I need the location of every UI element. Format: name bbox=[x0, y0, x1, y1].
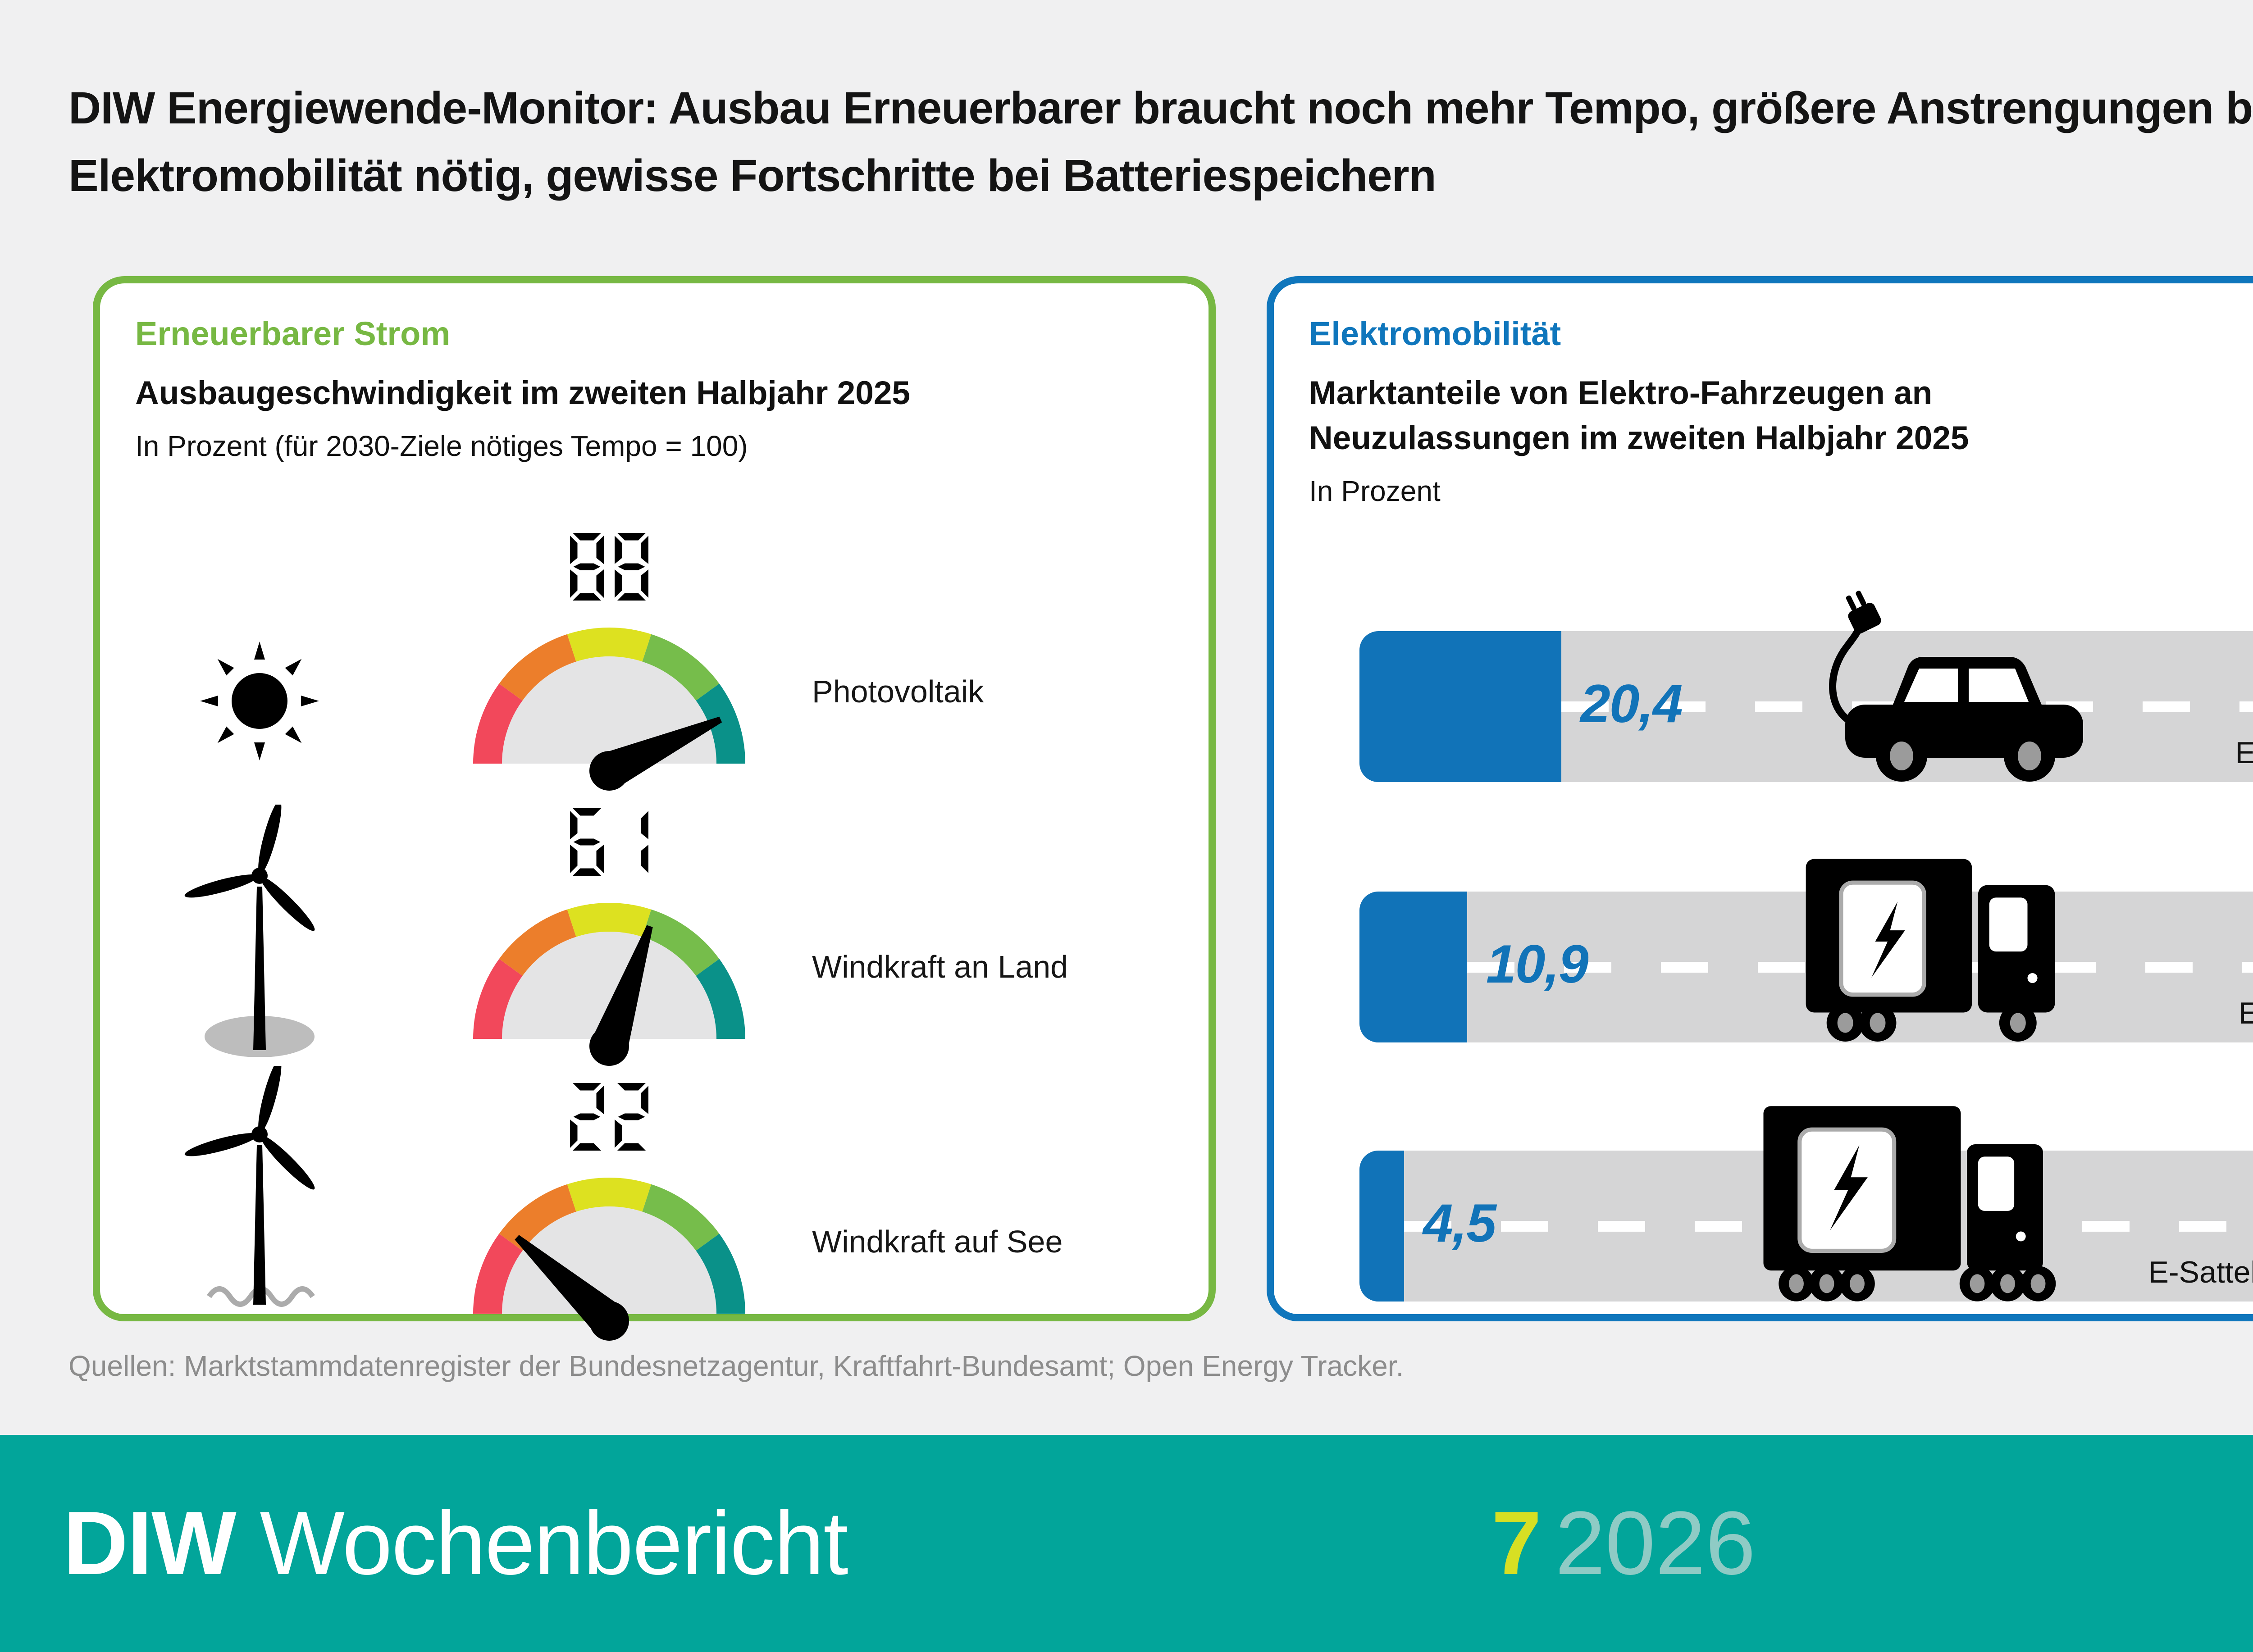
share-value: 10,9 bbox=[1486, 934, 1589, 994]
page-title-line1: DIW Energiewende-Monitor: Ausbau Erneuer… bbox=[68, 83, 2253, 133]
share-label: E-Sattelzüge bbox=[2148, 1255, 2253, 1289]
panel-renewables-unit: In Prozent (für 2030-Ziele nötiges Tempo… bbox=[135, 430, 748, 462]
market-share-bar-chart: 20,4 E-Pkw 10,9 E-Lkw 4,5 bbox=[1274, 283, 2253, 1314]
market-share-row: 20,4 E-Pkw bbox=[1359, 591, 2253, 782]
gauge-label: Windkraft auf See bbox=[812, 1224, 1063, 1259]
page-title: DIW Energiewende-Monitor: Ausbau Erneuer… bbox=[68, 74, 2253, 209]
share-bar bbox=[1359, 1151, 1404, 1302]
panel-renewables: Erneuerbarer Strom Ausbaugeschwindigkeit… bbox=[93, 276, 1216, 1341]
e-semi-truck-icon bbox=[1763, 1106, 2056, 1302]
issue-year: 2026 bbox=[1555, 1493, 1756, 1593]
panel-emobility-unit: In Prozent bbox=[1309, 475, 1441, 507]
share-label: E-Pkw bbox=[2235, 736, 2253, 770]
gauge-dial bbox=[473, 1083, 745, 1341]
page-title-line2: Elektromobilität nötig, gewisse Fortschr… bbox=[68, 150, 1437, 201]
sources-note: Quellen: Marktstammdatenregister der Bun… bbox=[68, 1350, 1404, 1382]
publication-name: DIW Wochenbericht bbox=[63, 1435, 848, 1652]
market-share-row: 10,9 E-Lkw bbox=[1359, 859, 2253, 1042]
e-truck-icon bbox=[1806, 859, 2055, 1042]
panel-renewables-title: Erneuerbarer Strom bbox=[135, 315, 451, 352]
sun-icon bbox=[200, 642, 319, 760]
market-share-row: 4,5 E-Sattelzüge bbox=[1359, 1106, 2253, 1302]
brand-wochenbericht: Wochenbericht bbox=[260, 1493, 848, 1593]
share-label: E-Lkw bbox=[2239, 996, 2253, 1030]
issue-number: 7 bbox=[1491, 1493, 1542, 1593]
share-bar bbox=[1359, 631, 1561, 782]
wind-turbine-onshore-icon bbox=[184, 805, 315, 1057]
gauge-chart: Photovoltaik Windkraft an Land Windkraft… bbox=[100, 283, 1209, 1341]
wind-turbine-offshore-icon bbox=[184, 1066, 315, 1307]
share-bar bbox=[1359, 892, 1467, 1042]
panel-emobility-subtitle: Marktanteile von Elektro-Fahrzeugen an N… bbox=[1309, 375, 1969, 456]
gauge-dial bbox=[473, 808, 745, 1066]
gauge-label: Windkraft an Land bbox=[812, 949, 1068, 984]
brand-diw: DIW bbox=[63, 1493, 237, 1593]
panel-emobility-header: Elektromobilität Marktanteile von Elektr… bbox=[1274, 283, 2253, 510]
share-value: 4,5 bbox=[1423, 1193, 1496, 1253]
panel-renewables-subtitle: Ausbaugeschwindigkeit im zweiten Halbjah… bbox=[135, 375, 911, 411]
panel-emobility: Elektromobilität Marktanteile von Elektr… bbox=[1267, 276, 2253, 1321]
gauge-dial bbox=[473, 533, 745, 791]
panel-emobility-title: Elektromobilität bbox=[1309, 315, 1561, 352]
gauge-label: Photovoltaik bbox=[812, 674, 984, 709]
share-value: 20,4 bbox=[1580, 674, 1683, 734]
e-car-icon bbox=[1829, 591, 2083, 782]
issue-and-year: 7 2026 bbox=[1491, 1435, 1756, 1652]
panel-renewables-header: Erneuerbarer Strom Ausbaugeschwindigkeit… bbox=[100, 283, 1209, 465]
